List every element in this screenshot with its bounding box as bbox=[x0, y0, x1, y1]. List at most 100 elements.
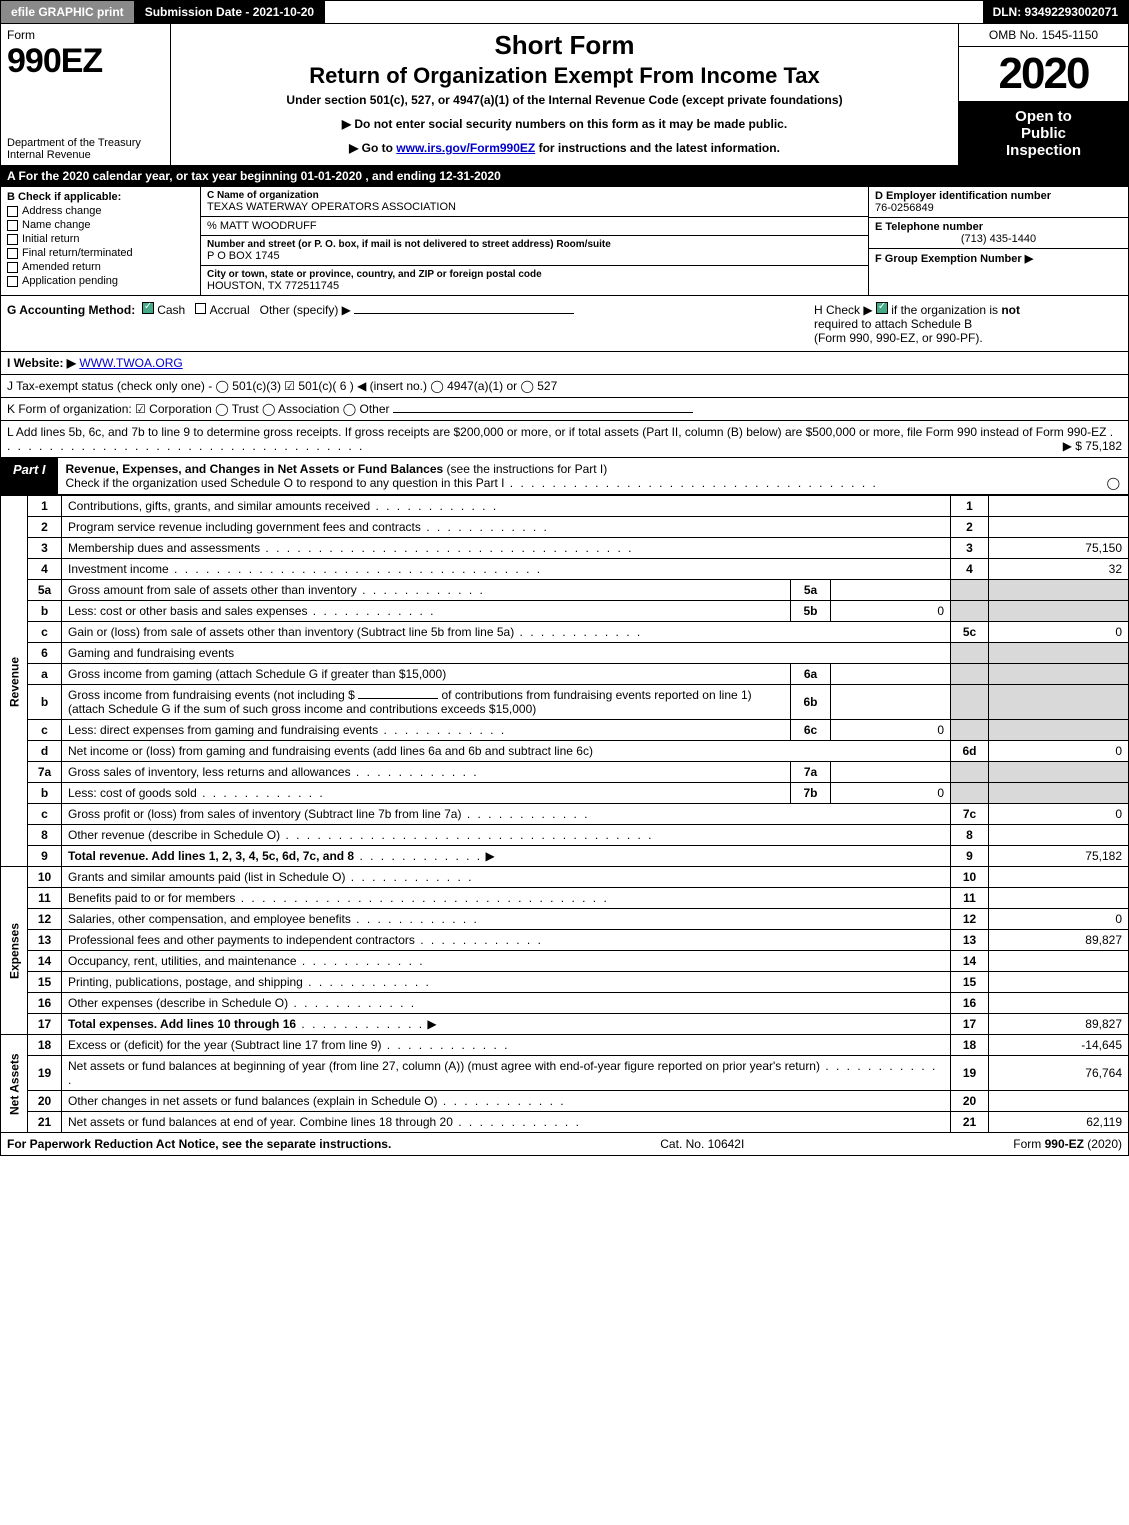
form-label: Form bbox=[7, 28, 164, 42]
dots bbox=[438, 1094, 566, 1108]
line-desc: Excess or (deficit) for the year (Subtra… bbox=[62, 1035, 951, 1056]
desc-text: Gross sales of inventory, less returns a… bbox=[68, 765, 351, 779]
cash-label: Cash bbox=[157, 303, 185, 317]
dots bbox=[504, 476, 877, 490]
desc-text: Total expenses. Add lines 10 through 16 bbox=[68, 1017, 296, 1031]
other-specify-input[interactable] bbox=[354, 313, 574, 314]
grey-cell bbox=[989, 643, 1129, 664]
line-numcol: 14 bbox=[951, 951, 989, 972]
group-exemption-cell: F Group Exemption Number ▶ bbox=[869, 249, 1128, 268]
desc-text: Salaries, other compensation, and employ… bbox=[68, 912, 351, 926]
dots bbox=[280, 828, 653, 842]
line-num: 12 bbox=[28, 909, 62, 930]
desc-text: Grants and similar amounts paid (list in… bbox=[68, 870, 345, 884]
footer-center: Cat. No. 10642I bbox=[660, 1137, 744, 1151]
opt-address: Address change bbox=[22, 205, 102, 217]
line-numcol: 17 bbox=[951, 1014, 989, 1035]
dots bbox=[235, 891, 608, 905]
website-label: I Website: ▶ bbox=[7, 356, 76, 370]
line-val: 0 bbox=[989, 804, 1129, 825]
sub-num: 5a bbox=[791, 580, 831, 601]
line-val: 75,182 bbox=[989, 846, 1129, 867]
line-l-text: L Add lines 5b, 6c, and 7b to line 9 to … bbox=[7, 425, 1106, 439]
h-label: H Check ▶ bbox=[814, 303, 873, 317]
other-org-input[interactable] bbox=[393, 412, 693, 413]
table-row: b Less: cost or other basis and sales ex… bbox=[1, 601, 1129, 622]
table-row: 11 Benefits paid to or for members 11 bbox=[1, 888, 1129, 909]
grey-cell bbox=[989, 664, 1129, 685]
street-cell: Number and street (or P. O. box, if mail… bbox=[201, 236, 868, 266]
desc-text: Membership dues and assessments bbox=[68, 541, 260, 555]
dots bbox=[453, 1115, 581, 1129]
chk-amended-return[interactable]: Amended return bbox=[7, 261, 194, 273]
table-row: Net Assets 18 Excess or (deficit) for th… bbox=[1, 1035, 1129, 1056]
dots bbox=[370, 499, 498, 513]
chk-application-pending[interactable]: Application pending bbox=[7, 275, 194, 287]
h-text1: if the organization is bbox=[891, 303, 1001, 317]
desc-text: Net assets or fund balances at end of ye… bbox=[68, 1115, 453, 1129]
accrual-checkbox[interactable] bbox=[195, 303, 206, 314]
ein-label: D Employer identification number bbox=[875, 190, 1122, 202]
desc-text: Investment income bbox=[68, 562, 169, 576]
chk-initial-return[interactable]: Initial return bbox=[7, 233, 194, 245]
grey-cell bbox=[951, 601, 989, 622]
table-row: 7a Gross sales of inventory, less return… bbox=[1, 762, 1129, 783]
tel-cell: E Telephone number (713) 435-1440 bbox=[869, 218, 1128, 249]
line-numcol: 21 bbox=[951, 1112, 989, 1133]
line-num: 18 bbox=[28, 1035, 62, 1056]
opt-pending: Application pending bbox=[22, 275, 118, 287]
line-desc: Less: cost or other basis and sales expe… bbox=[62, 601, 791, 622]
line-numcol: 13 bbox=[951, 930, 989, 951]
section-a-period: A For the 2020 calendar year, or tax yea… bbox=[0, 166, 1129, 187]
chk-final-return[interactable]: Final return/terminated bbox=[7, 247, 194, 259]
line-val: 0 bbox=[989, 741, 1129, 762]
grey-cell bbox=[951, 720, 989, 741]
footer-right-post: (2020) bbox=[1084, 1137, 1122, 1151]
open-public-badge: Open to Public Inspection bbox=[959, 102, 1128, 165]
line-numcol: 2 bbox=[951, 517, 989, 538]
opt-final: Final return/terminated bbox=[22, 247, 133, 259]
part-i-check-box[interactable]: ◯ bbox=[1107, 476, 1120, 490]
contrib-input[interactable] bbox=[358, 698, 438, 699]
chk-name-change[interactable]: Name change bbox=[7, 219, 194, 231]
irs-link[interactable]: www.irs.gov/Form990EZ bbox=[396, 141, 535, 155]
sub-val bbox=[831, 685, 951, 720]
form-header: Form 990EZ Department of the Treasury In… bbox=[0, 24, 1129, 166]
header-center: Short Form Return of Organization Exempt… bbox=[171, 24, 958, 165]
line-val bbox=[989, 1091, 1129, 1112]
line-val: 76,764 bbox=[989, 1056, 1129, 1091]
line-desc: Investment income bbox=[62, 559, 951, 580]
tax-exempt-text: J Tax-exempt status (check only one) - ◯… bbox=[7, 379, 557, 393]
column-c: C Name of organization TEXAS WATERWAY OP… bbox=[201, 187, 868, 295]
line-numcol: 1 bbox=[951, 496, 989, 517]
line-desc: Program service revenue including govern… bbox=[62, 517, 951, 538]
care-of-cell: % MATT WOODRUFF bbox=[201, 217, 868, 236]
city-value: HOUSTON, TX 772511745 bbox=[207, 280, 862, 292]
line-val: 62,119 bbox=[989, 1112, 1129, 1133]
cash-checkbox[interactable] bbox=[142, 302, 154, 314]
line-num: 9 bbox=[28, 846, 62, 867]
grey-cell bbox=[989, 685, 1129, 720]
sub-val: 0 bbox=[831, 601, 951, 622]
desc-text: Gross profit or (loss) from sales of inv… bbox=[68, 807, 461, 821]
grey-cell bbox=[989, 720, 1129, 741]
line-val: 89,827 bbox=[989, 1014, 1129, 1035]
line-desc: Net assets or fund balances at beginning… bbox=[62, 1056, 951, 1091]
desc-text: Program service revenue including govern… bbox=[68, 520, 421, 534]
website-link[interactable]: WWW.TWOA.ORG bbox=[79, 356, 182, 370]
chk-address-change[interactable]: Address change bbox=[7, 205, 194, 217]
line-desc: Total revenue. Add lines 1, 2, 3, 4, 5c,… bbox=[62, 846, 951, 867]
h-checkbox[interactable] bbox=[876, 302, 888, 314]
efile-print-button[interactable]: efile GRAPHIC print bbox=[1, 1, 135, 23]
table-row: 14 Occupancy, rent, utilities, and maint… bbox=[1, 951, 1129, 972]
line-num: 16 bbox=[28, 993, 62, 1014]
table-row: 9 Total revenue. Add lines 1, 2, 3, 4, 5… bbox=[1, 846, 1129, 867]
ein-cell: D Employer identification number 76-0256… bbox=[869, 187, 1128, 218]
submission-date-button[interactable]: Submission Date - 2021-10-20 bbox=[135, 1, 325, 23]
line-desc: Less: cost of goods sold bbox=[62, 783, 791, 804]
desc-text: Occupancy, rent, utilities, and maintena… bbox=[68, 954, 297, 968]
dots bbox=[197, 786, 325, 800]
desc-text: Other changes in net assets or fund bala… bbox=[68, 1094, 438, 1108]
dept-treasury: Department of the Treasury bbox=[7, 137, 164, 149]
tel-label: E Telephone number bbox=[875, 221, 1122, 233]
